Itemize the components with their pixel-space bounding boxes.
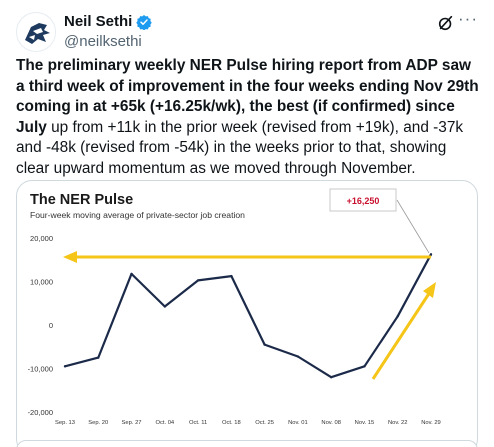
tweet-header: Neil Sethi @neilksethi ··· xyxy=(0,0,494,52)
ner-pulse-chart: The NER Pulse Four-week moving average o… xyxy=(28,188,441,426)
data-point xyxy=(196,279,200,282)
handle[interactable]: @neilksethi xyxy=(64,33,142,50)
data-point xyxy=(63,365,67,368)
data-point xyxy=(230,274,233,278)
data-point xyxy=(163,305,167,308)
x-tick-label: Oct. 04 xyxy=(155,420,174,426)
data-point xyxy=(263,343,266,346)
x-tick-label: Sep. 20 xyxy=(88,420,108,426)
chart-subtitle: Four-week moving average of private-sect… xyxy=(30,210,245,220)
tweet-text: The preliminary weekly NER Pulse hiring … xyxy=(16,56,482,180)
x-tick-label: Oct. 18 xyxy=(222,420,241,426)
data-point xyxy=(329,376,333,379)
chart-title: The NER Pulse xyxy=(30,192,133,208)
display-name[interactable]: Neil Sethi xyxy=(64,13,133,30)
y-tick-label: -20,000 xyxy=(28,408,53,417)
data-point xyxy=(396,315,399,318)
x-tick-label: Nov. 22 xyxy=(388,420,408,426)
x-tick-label: Nov. 01 xyxy=(288,420,308,426)
data-point xyxy=(363,365,366,368)
x-tick-label: Nov. 15 xyxy=(355,420,375,426)
data-point xyxy=(97,356,100,359)
y-axis: 20,000 10,000 0 -10,000 -20,000 xyxy=(28,234,53,417)
data-point xyxy=(296,355,300,358)
chart-card[interactable]: The NER Pulse Four-week moving average o… xyxy=(16,180,478,447)
y-tick-label: 10,000 xyxy=(30,278,53,287)
x-tick-label: Sep. 27 xyxy=(122,420,142,426)
x-tick-label: Sep. 13 xyxy=(55,420,75,426)
data-point xyxy=(130,272,133,276)
x-axis: Sep. 13 Sep. 20 Sep. 27 Oct. 04 Oct. 11 Oct. … xyxy=(55,420,441,426)
verified-badge-icon xyxy=(136,14,153,30)
callout-value: +16,250 xyxy=(347,196,380,206)
tweet-text-bold: The preliminary weekly NER Pulse hiring … xyxy=(16,57,479,136)
x-tick-label: Nov. 08 xyxy=(321,420,341,426)
tweet-text-regular: up from +11k in the prior week (revised … xyxy=(16,118,464,177)
callout-box xyxy=(329,188,397,212)
series-points xyxy=(63,253,433,379)
lion-logo-icon xyxy=(18,14,55,51)
series-line xyxy=(64,253,432,379)
data-point xyxy=(429,253,433,256)
x-tick-label: Oct. 11 xyxy=(189,420,207,426)
y-tick-label: 0 xyxy=(49,321,53,330)
y-tick-label: 20,000 xyxy=(30,234,53,243)
grok-icon[interactable] xyxy=(437,14,455,32)
y-tick-label: -10,000 xyxy=(28,365,53,374)
more-icon[interactable]: ··· xyxy=(458,9,478,28)
avatar[interactable] xyxy=(16,12,56,52)
next-card-edge xyxy=(16,440,478,447)
x-tick-label: Oct. 25 xyxy=(255,420,274,426)
x-tick-label: Nov. 29 xyxy=(421,420,441,426)
arrowhead-left-icon xyxy=(63,251,77,263)
callout-leader xyxy=(396,199,430,254)
highlight-arrow-diagonal xyxy=(371,291,432,380)
arrowhead-up-icon xyxy=(423,282,436,298)
